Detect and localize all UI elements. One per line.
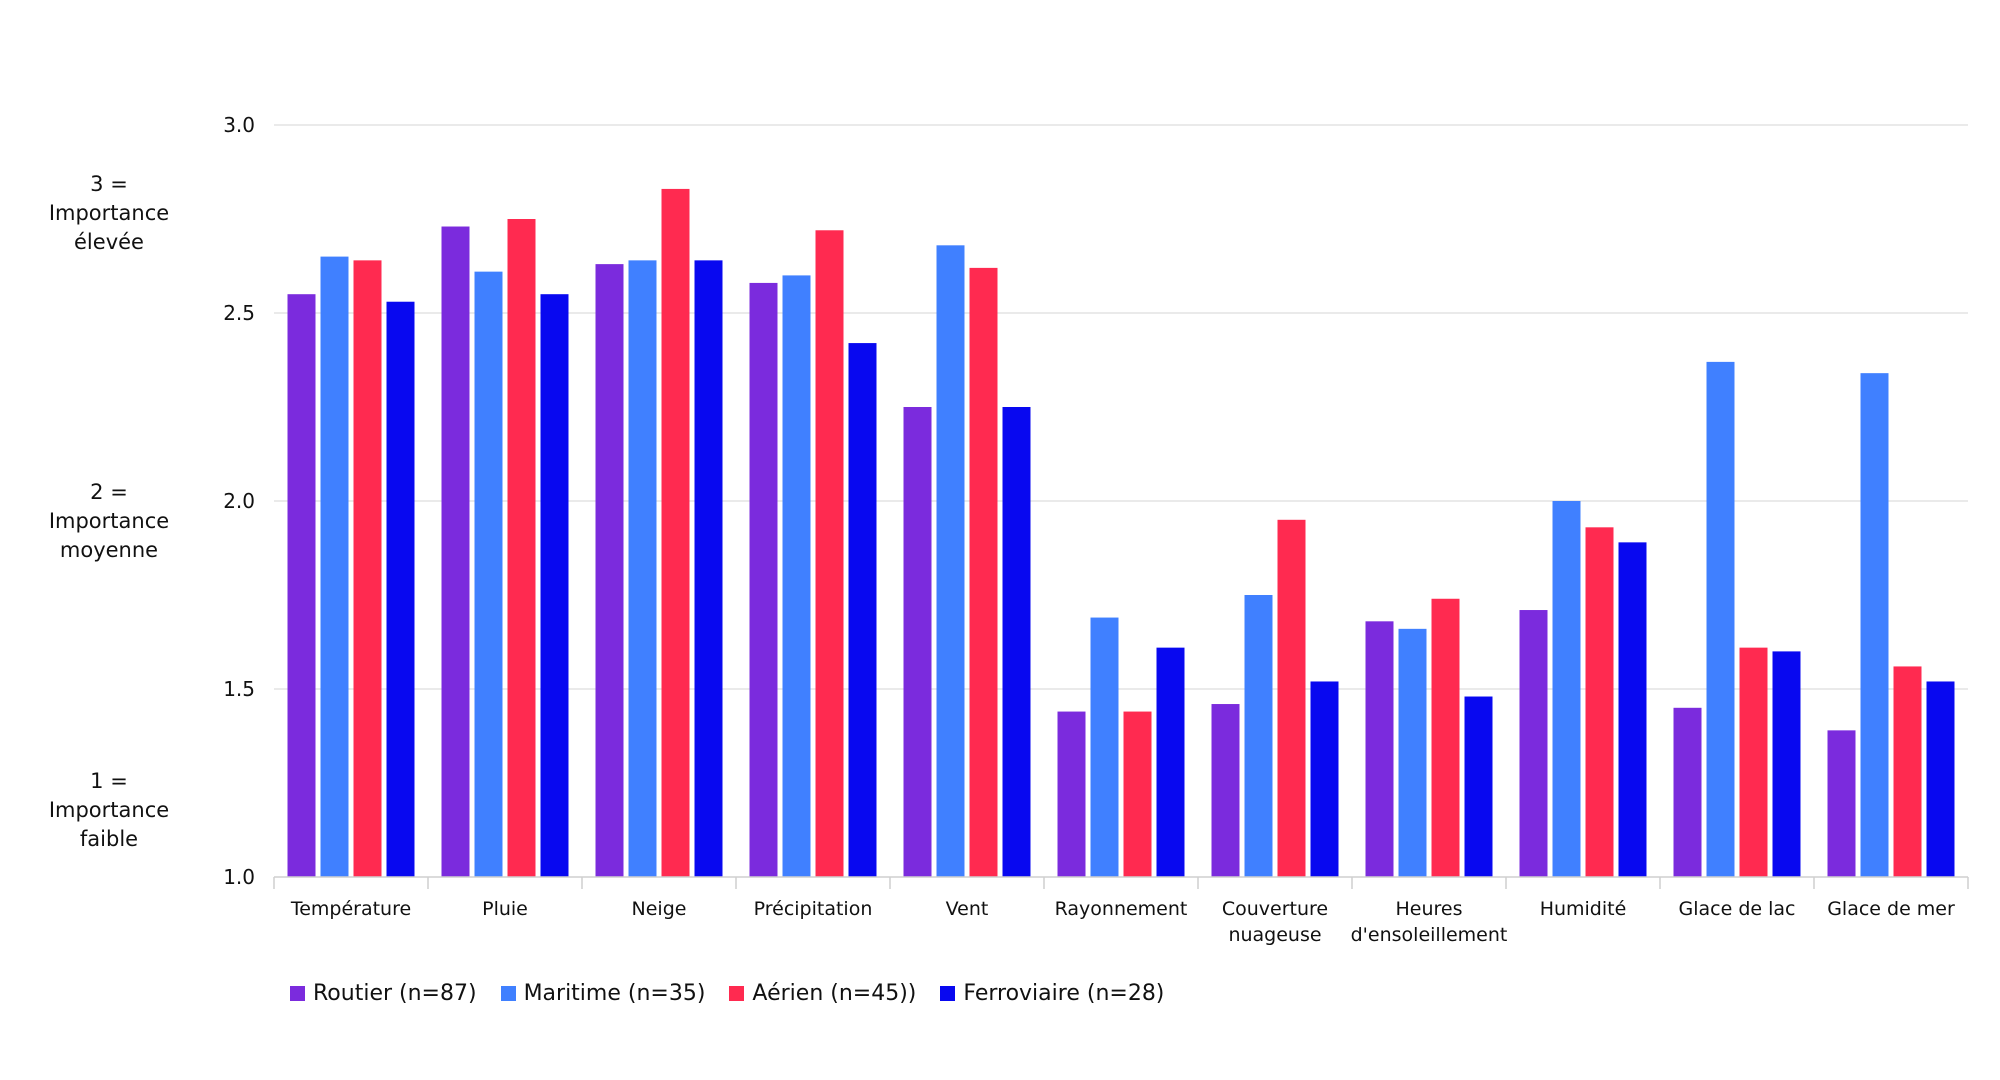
bar bbox=[1618, 542, 1647, 877]
bar bbox=[1673, 707, 1702, 877]
bar bbox=[1772, 651, 1801, 877]
legend-swatch bbox=[729, 986, 745, 1001]
bar bbox=[287, 294, 316, 877]
x-tick-label: Couverture nuageuse bbox=[1222, 898, 1328, 946]
importance-note: 2 = Importance moyenne bbox=[9, 478, 209, 565]
legend-label: Routier (n=87) bbox=[313, 981, 477, 1006]
legend-item-ferroviaire: Ferroviaire (n=28) bbox=[940, 981, 1164, 1006]
bar bbox=[1365, 621, 1394, 877]
bar bbox=[1057, 711, 1086, 877]
bar bbox=[903, 407, 932, 877]
bar bbox=[936, 245, 965, 877]
x-tick-label: Pluie bbox=[482, 898, 528, 920]
bar bbox=[474, 271, 503, 877]
legend-label: Ferroviaire (n=28) bbox=[963, 981, 1165, 1006]
y-tick-label: 2.0 bbox=[223, 489, 255, 513]
bar bbox=[815, 230, 844, 877]
legend-label: Maritime (n=35) bbox=[523, 981, 706, 1006]
legend-label: Aérien (n=45)) bbox=[752, 981, 917, 1006]
bar bbox=[507, 219, 536, 877]
legend-swatch bbox=[940, 986, 956, 1001]
bars bbox=[287, 188, 1955, 878]
bar bbox=[1519, 610, 1548, 877]
x-tick-label: Vent bbox=[946, 898, 989, 920]
importance-note-line: Importance bbox=[48, 201, 170, 225]
bar bbox=[1277, 519, 1306, 877]
y-axis-tick-labels: 1.0 1.5 2.0 2.5 3.0 bbox=[223, 113, 255, 889]
bar bbox=[1156, 647, 1185, 877]
bar bbox=[969, 267, 998, 877]
bar bbox=[386, 301, 415, 878]
y-tick-label: 2.5 bbox=[223, 301, 255, 325]
bar bbox=[1310, 681, 1339, 877]
bar bbox=[1211, 704, 1240, 877]
x-axis-tick-labels: Température Pluie Neige Précipitation Vent Ra… bbox=[290, 898, 1955, 946]
bar bbox=[1123, 711, 1152, 877]
importance-note-line: faible bbox=[79, 827, 139, 851]
bar bbox=[848, 343, 877, 878]
bar bbox=[1585, 527, 1614, 877]
importance-note-line: 3 = bbox=[90, 172, 128, 196]
importance-note-line: Importance bbox=[48, 798, 170, 822]
bar bbox=[595, 264, 624, 877]
x-tick-label: Glace de mer bbox=[1827, 898, 1955, 920]
legend-item-maritime: Maritime (n=35) bbox=[500, 981, 706, 1006]
y-tick-label: 3.0 bbox=[223, 113, 255, 137]
bar bbox=[441, 226, 470, 877]
importance-note-line: 2 = bbox=[90, 480, 128, 504]
bar bbox=[320, 256, 349, 878]
x-tick-label: Glace de lac bbox=[1679, 898, 1796, 920]
legend-swatch bbox=[500, 986, 516, 1001]
legend-item-routier: Routier (n=87) bbox=[290, 981, 477, 1006]
x-tick-label: Humidité bbox=[1540, 898, 1627, 920]
x-tick-label: Précipitation bbox=[754, 898, 873, 920]
y-tick-label: 1.0 bbox=[223, 865, 255, 889]
x-tick-label: Heures d'ensoleillement bbox=[1351, 898, 1508, 946]
importance-note: 1 = Importance faible bbox=[9, 767, 209, 854]
bar bbox=[353, 260, 382, 877]
x-tick-label: Neige bbox=[632, 898, 687, 920]
bar bbox=[694, 260, 723, 877]
importance-note-line: Importance bbox=[48, 509, 170, 533]
x-axis bbox=[273, 876, 1969, 889]
importance-note: 3 = Importance élevée bbox=[9, 170, 209, 257]
bar bbox=[1893, 666, 1922, 877]
bar bbox=[1398, 628, 1427, 877]
x-tick-label: Rayonnement bbox=[1055, 898, 1188, 920]
bar bbox=[628, 260, 657, 877]
bar bbox=[1244, 595, 1273, 877]
importance-note-line: élevée bbox=[74, 230, 144, 254]
x-tick-label: Température bbox=[290, 898, 411, 920]
bar bbox=[749, 282, 778, 877]
bar bbox=[1090, 617, 1119, 877]
bar bbox=[1926, 681, 1955, 877]
bar bbox=[1860, 373, 1889, 877]
bar bbox=[1002, 407, 1031, 877]
y-tick-label: 1.5 bbox=[223, 677, 255, 701]
bar bbox=[1552, 501, 1581, 877]
legend: Routier (n=87) Maritime (n=35) Aérien (n… bbox=[290, 981, 1188, 1006]
bar bbox=[782, 275, 811, 877]
bar bbox=[1431, 598, 1460, 877]
legend-item-aerien: Aérien (n=45)) bbox=[729, 981, 916, 1006]
importance-note-line: 1 = bbox=[90, 769, 128, 793]
bar bbox=[1464, 696, 1493, 877]
legend-swatch bbox=[290, 986, 305, 1001]
bar bbox=[1827, 730, 1856, 877]
bar bbox=[661, 188, 690, 878]
importance-note-line: moyenne bbox=[59, 538, 159, 562]
bar bbox=[540, 294, 569, 877]
bar bbox=[1706, 361, 1735, 877]
bar bbox=[1739, 647, 1768, 877]
